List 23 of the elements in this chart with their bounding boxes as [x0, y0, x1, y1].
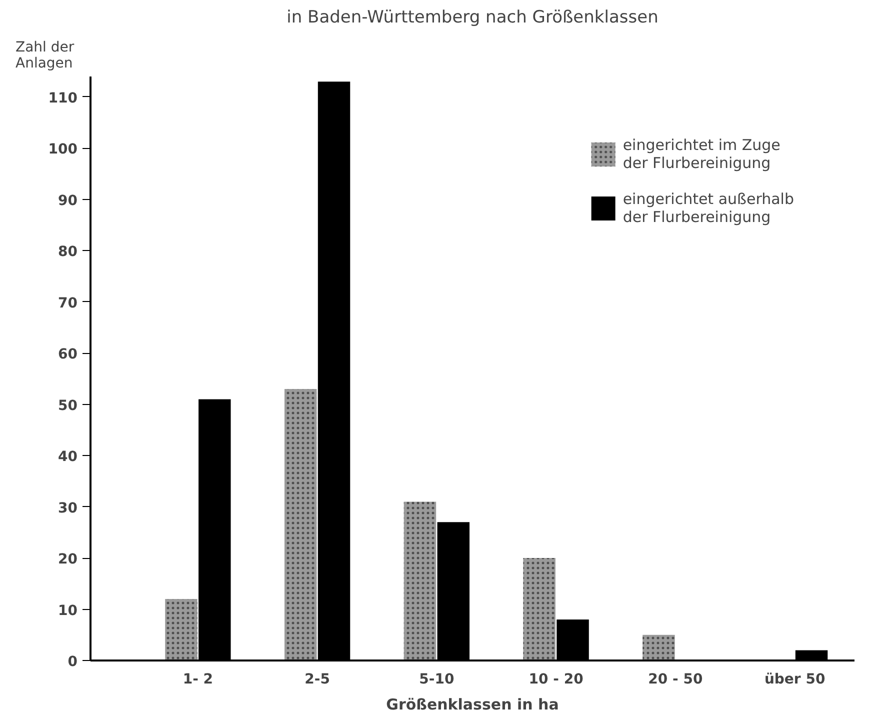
y-tick-label: 20 [58, 552, 78, 568]
y-tick-label: 110 [48, 90, 78, 106]
y-tick-label: 90 [58, 192, 78, 209]
y-tick-label: 40 [58, 449, 78, 466]
y-axis-title: Zahl der Anlagen [16, 40, 74, 72]
legend-label: eingerichtet außerhalb der Flurbereinigung [622, 190, 794, 226]
x-tick-label: 5-10 [419, 672, 454, 688]
x-tick-label: 1- 2 [182, 672, 214, 688]
y-tick-label: 30 [58, 500, 78, 516]
legend-label: eingerichtet im Zuge der Flurbereinigung [622, 136, 780, 172]
y-tick-label: 70 [58, 295, 78, 312]
x-tick-label: 10 - 20 [528, 672, 584, 688]
y-tick-label: 100 [48, 142, 78, 158]
y-tick-label: 60 [58, 346, 78, 363]
x-tick-label: 2-5 [304, 672, 330, 688]
y-tick-label: 80 [58, 244, 78, 260]
x-tick-label: über 50 [764, 672, 826, 688]
x-axis-title: Größenklassen in ha [386, 696, 559, 714]
y-tick-label: 10 [58, 602, 78, 619]
chart-title: in Baden-Württemberg nach Größenklassen [286, 8, 658, 28]
y-tick-label: 0 [68, 654, 78, 670]
y-tick-label: 50 [58, 398, 78, 414]
x-tick-label: 20 - 50 [648, 672, 703, 688]
